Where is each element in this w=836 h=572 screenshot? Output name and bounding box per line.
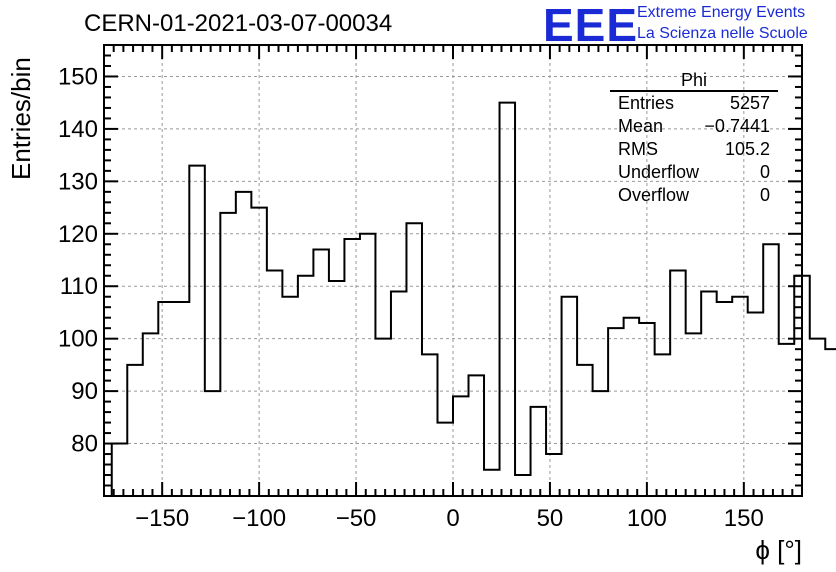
histogram-bin <box>344 239 360 496</box>
histogram-outline <box>110 101 836 496</box>
histogram-bin <box>406 223 422 496</box>
y-tick-label: 150 <box>58 63 98 90</box>
histogram-bin <box>329 281 345 496</box>
stats-label: Entries <box>618 93 675 113</box>
histogram-bin <box>531 407 547 496</box>
histogram-bin <box>825 349 836 496</box>
logo-line-2: La Scienza nelle Scuole <box>637 25 808 42</box>
histogram-bin <box>562 297 578 496</box>
histogram-bin <box>391 291 407 496</box>
histogram-bin <box>422 354 438 496</box>
histogram-bin <box>267 271 283 497</box>
histogram-bin <box>298 276 314 496</box>
histogram-bin <box>220 213 236 496</box>
x-tick-label: 100 <box>627 505 667 532</box>
histogram-bin <box>282 297 298 496</box>
y-tick-label: 100 <box>58 326 98 353</box>
logo-line-1: Extreme Energy Events <box>637 4 806 21</box>
stats-value: 0 <box>759 162 770 182</box>
y-tick-label: 110 <box>60 273 98 300</box>
stats-label: RMS <box>618 139 658 159</box>
y-tick-label: 130 <box>58 168 98 195</box>
histogram-bin <box>375 339 391 496</box>
histogram-bin <box>515 475 531 496</box>
histogram-bin <box>189 166 205 496</box>
histogram-bin <box>624 318 640 496</box>
histogram-bin <box>500 103 516 496</box>
y-axis-label: Entries/bin <box>6 57 36 180</box>
x-tick-label: 0 <box>446 505 459 532</box>
histogram-bin <box>437 423 453 496</box>
histogram-bin <box>639 323 655 496</box>
stats-row-mean: Mean −0.7441 <box>610 115 778 138</box>
histogram-bin <box>810 339 826 496</box>
histogram-bin <box>670 271 686 497</box>
histogram-bin <box>236 192 252 496</box>
histogram-bin <box>577 365 593 496</box>
histogram-bin <box>251 208 267 496</box>
eee-logo: EEE <box>543 0 639 51</box>
x-tick-label: −50 <box>336 505 377 532</box>
y-tick-label: 120 <box>58 221 98 248</box>
histogram-bin <box>313 250 329 496</box>
y-tick-label: 80 <box>71 431 98 458</box>
histogram-bin <box>655 354 671 496</box>
stats-row-entries: Entries 5257 <box>610 92 778 115</box>
histogram-bin <box>158 302 174 496</box>
stats-value: 0 <box>759 185 770 205</box>
stats-row-underflow: Underflow 0 <box>610 161 778 184</box>
stats-label: Overflow <box>618 185 690 205</box>
y-tick-label: 140 <box>58 116 98 143</box>
x-tick-label: −150 <box>135 505 189 532</box>
histogram-bin <box>469 375 485 496</box>
histogram-bin <box>593 391 609 496</box>
chart-title: CERN-01-2021-03-07-00034 <box>84 10 393 37</box>
histogram-bin <box>453 396 469 496</box>
stats-value: −0.7441 <box>704 116 770 136</box>
y-tick-label: 90 <box>71 378 98 405</box>
histogram-bin <box>112 444 128 496</box>
histogram-bin <box>205 391 221 496</box>
stats-box: Phi Entries 5257 Mean −0.7441 RMS 105.2 … <box>610 70 778 207</box>
histogram-bin <box>608 328 624 496</box>
stats-label: Mean <box>618 116 664 136</box>
histogram-bin <box>143 333 159 496</box>
stats-box-title: Phi <box>610 70 778 92</box>
histogram-bin <box>174 302 190 496</box>
stats-value: 5257 <box>729 93 770 113</box>
histogram-bin <box>748 312 764 496</box>
x-tick-label: 150 <box>724 505 764 532</box>
histogram-bin <box>732 297 748 496</box>
histogram-bin <box>360 234 376 496</box>
x-tick-label: −100 <box>232 505 286 532</box>
stats-row-overflow: Overflow 0 <box>610 184 778 207</box>
histogram-bin <box>686 333 702 496</box>
x-tick-label: 50 <box>537 505 564 532</box>
histogram-bin <box>779 344 795 496</box>
stats-row-rms: RMS 105.2 <box>610 138 778 161</box>
x-axis-label: ϕ [°] <box>755 535 802 565</box>
histogram-bin <box>763 244 779 496</box>
histogram-bin <box>717 302 733 496</box>
histogram-bin <box>701 291 717 496</box>
stats-label: Underflow <box>618 162 700 182</box>
stats-value: 105.2 <box>724 139 770 159</box>
histogram-bin <box>127 365 143 496</box>
